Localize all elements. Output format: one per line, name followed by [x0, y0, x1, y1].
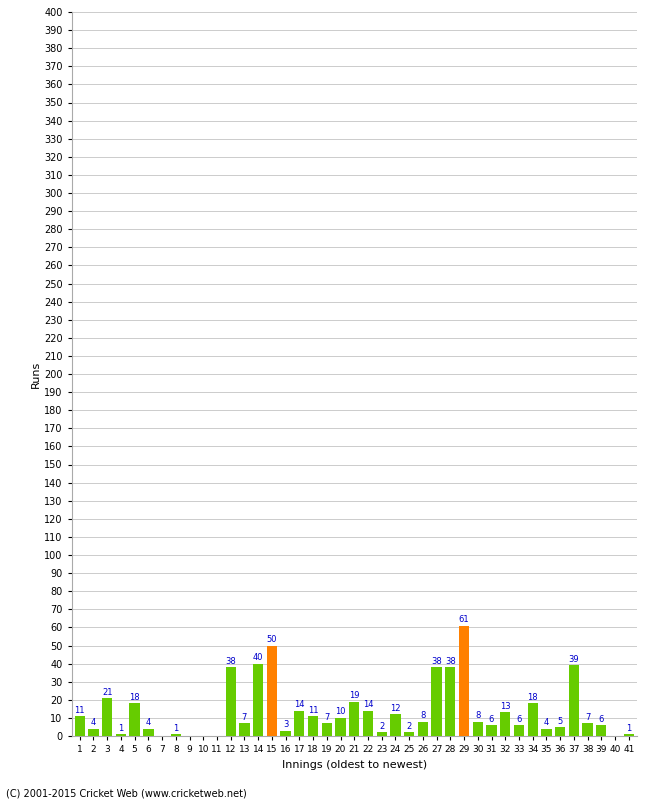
Bar: [569, 666, 579, 736]
Bar: [143, 729, 153, 736]
Bar: [555, 727, 566, 736]
Bar: [528, 703, 538, 736]
Text: 19: 19: [349, 691, 359, 700]
Bar: [418, 722, 428, 736]
Bar: [486, 725, 497, 736]
Bar: [116, 734, 126, 736]
Text: 4: 4: [146, 718, 151, 727]
Bar: [308, 716, 318, 736]
Bar: [376, 732, 387, 736]
Text: 2: 2: [406, 722, 412, 731]
Bar: [582, 723, 593, 736]
Bar: [390, 714, 400, 736]
Text: 14: 14: [363, 700, 373, 710]
Bar: [280, 730, 291, 736]
Y-axis label: Runs: Runs: [31, 360, 41, 388]
Text: 14: 14: [294, 700, 305, 710]
Bar: [239, 723, 250, 736]
Bar: [459, 626, 469, 736]
Bar: [129, 703, 140, 736]
Bar: [335, 718, 346, 736]
Text: 7: 7: [585, 713, 590, 722]
Bar: [75, 716, 85, 736]
Text: 4: 4: [544, 718, 549, 727]
Text: 12: 12: [390, 704, 400, 713]
Text: 10: 10: [335, 707, 346, 717]
Bar: [541, 729, 552, 736]
Bar: [266, 646, 277, 736]
Bar: [596, 725, 606, 736]
Text: 40: 40: [253, 653, 263, 662]
Text: 1: 1: [118, 724, 124, 733]
Text: 61: 61: [459, 615, 469, 624]
Bar: [88, 729, 99, 736]
Text: 39: 39: [569, 655, 579, 664]
Text: 13: 13: [500, 702, 510, 711]
Text: 4: 4: [91, 718, 96, 727]
Text: 38: 38: [431, 657, 442, 666]
X-axis label: Innings (oldest to newest): Innings (oldest to newest): [281, 759, 427, 770]
Text: (C) 2001-2015 Cricket Web (www.cricketweb.net): (C) 2001-2015 Cricket Web (www.cricketwe…: [6, 788, 247, 798]
Bar: [253, 664, 263, 736]
Bar: [473, 722, 483, 736]
Bar: [322, 723, 332, 736]
Bar: [623, 734, 634, 736]
Text: 1: 1: [173, 724, 179, 733]
Text: 7: 7: [324, 713, 330, 722]
Bar: [349, 702, 359, 736]
Text: 38: 38: [226, 657, 236, 666]
Bar: [102, 698, 112, 736]
Text: 6: 6: [489, 714, 494, 724]
Text: 18: 18: [129, 693, 140, 702]
Text: 6: 6: [516, 714, 522, 724]
Bar: [500, 713, 510, 736]
Bar: [171, 734, 181, 736]
Text: 2: 2: [379, 722, 384, 731]
Bar: [445, 667, 456, 736]
Text: 38: 38: [445, 657, 456, 666]
Bar: [294, 710, 304, 736]
Bar: [432, 667, 442, 736]
Text: 6: 6: [599, 714, 604, 724]
Text: 11: 11: [308, 706, 318, 714]
Text: 5: 5: [558, 717, 563, 726]
Text: 11: 11: [75, 706, 85, 714]
Text: 3: 3: [283, 720, 289, 729]
Text: 7: 7: [242, 713, 247, 722]
Bar: [226, 667, 236, 736]
Text: 18: 18: [527, 693, 538, 702]
Text: 50: 50: [266, 635, 277, 644]
Text: 8: 8: [420, 711, 426, 720]
Text: 21: 21: [102, 687, 112, 697]
Bar: [404, 732, 414, 736]
Text: 1: 1: [626, 724, 631, 733]
Bar: [514, 725, 524, 736]
Bar: [363, 710, 373, 736]
Text: 8: 8: [475, 711, 480, 720]
